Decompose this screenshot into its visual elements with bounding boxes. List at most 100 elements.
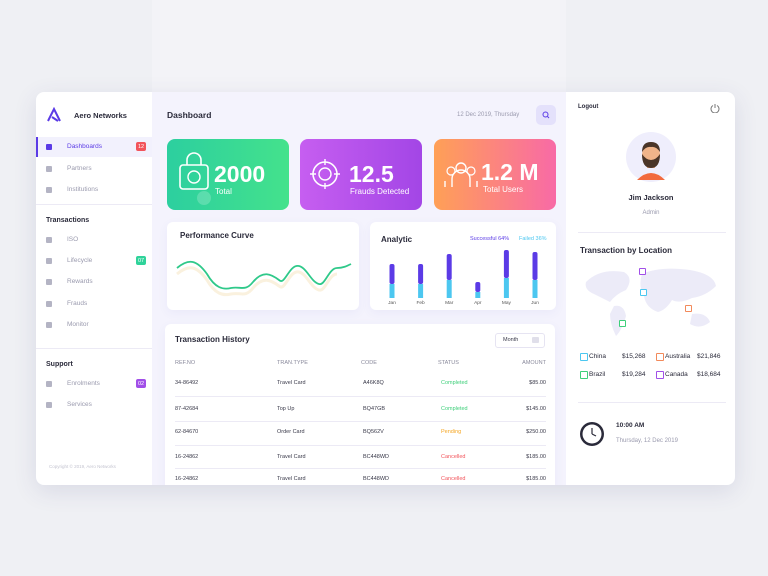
table-cell: $85.00 (529, 380, 546, 386)
flag (580, 371, 588, 379)
analytic-chart: Analytic Successful 64% Failed 36% Jan Feb Ma… (381, 235, 547, 306)
logout[interactable]: Logout (578, 104, 599, 110)
menu-icon (46, 165, 52, 172)
table-cell: Travel Card (277, 380, 306, 386)
power-icon[interactable] (710, 103, 720, 113)
section-title: Transactions (46, 217, 90, 224)
menu-icon (46, 300, 52, 307)
x-tick-label: Jun (531, 300, 539, 306)
backdrop-band (152, 0, 566, 92)
country: Canada (665, 371, 688, 378)
dashboard-window: Aero Networks Dashboards 12 Partners Instit… (36, 92, 735, 485)
x-tick-label: May (502, 300, 512, 306)
section-title: Support (46, 361, 73, 368)
main-area: Dashboard 12 Dec 2019, Thursday 2000 Tot… (152, 92, 566, 485)
menu-item[interactable]: Enrolments (67, 380, 100, 387)
table-cell: 16-24862 (175, 476, 199, 482)
bar-segment (503, 250, 509, 278)
table-cell: Travel Card (277, 454, 306, 460)
logo (47, 107, 61, 122)
transaction-card: Transaction History Month REF.NO TRAN.TYP… (165, 324, 555, 485)
menu-item[interactable]: Monitor (67, 320, 89, 328)
avatar (626, 132, 676, 182)
menu-item[interactable]: ISO (67, 236, 79, 243)
flag (580, 353, 588, 361)
map-pin (639, 268, 646, 275)
menu-item[interactable]: Services (67, 401, 92, 409)
table-cell: Top Up (277, 406, 295, 412)
menu-icon (46, 258, 52, 265)
page-title: Dashboard (167, 110, 212, 120)
legend-entry: Successful 64% (470, 236, 509, 242)
performance-card: Performance Curve (167, 222, 359, 310)
menu-icon (46, 402, 52, 409)
analytic-card: Analytic Successful 64% Failed 36% Jan Feb Ma… (370, 222, 556, 310)
column-header: TRAN.TYPE (277, 360, 308, 366)
menu-item[interactable]: Rewards (67, 278, 93, 286)
table-cell: BQ47GB (363, 406, 386, 412)
stat-label: Frauds Detected (350, 187, 410, 196)
amount: $18,684 (697, 371, 721, 378)
country: Australia (665, 353, 691, 360)
brand: Aero Networks (74, 111, 127, 120)
column-header: STATUS (438, 360, 459, 366)
table-cell: 87-42684 (175, 406, 199, 412)
search-button[interactable] (536, 105, 556, 125)
country: China (589, 353, 606, 360)
table-cell: $250.00 (526, 429, 546, 435)
flag (656, 353, 664, 361)
bar-segment (446, 280, 452, 298)
bar-segment (389, 284, 395, 298)
menu-icon (46, 279, 52, 286)
column-header: AMOUNT (522, 360, 546, 366)
map-pin (640, 289, 647, 296)
menu-badge: 07 (136, 256, 147, 266)
map-pin (619, 320, 626, 327)
bar-segment (389, 264, 395, 284)
clock-date: Thursday, 12 Dec 2019 (616, 438, 678, 444)
table-cell: Cancelled (441, 454, 466, 460)
menu-item[interactable]: Institutions (67, 186, 99, 193)
menu-badge: 02 (136, 379, 147, 388)
table-cell: $185.00 (526, 454, 546, 460)
table-cell: 16-24862 (175, 454, 199, 460)
bar-segment (446, 254, 452, 280)
performance-curve (176, 260, 352, 297)
row-divider (175, 468, 546, 469)
clock-icon (580, 422, 604, 446)
menu-icon (46, 144, 52, 150)
stat-value: 2000 (214, 161, 266, 187)
menu-icon (46, 187, 52, 193)
menu-item[interactable]: Lifecycle (67, 257, 93, 265)
column-header: CODE (361, 360, 377, 366)
amount: $19,284 (622, 371, 646, 378)
menu-icon (46, 237, 52, 243)
stat-label: Total Users (483, 185, 524, 194)
table-cell: Order Card (277, 429, 305, 435)
bar-segment (503, 278, 509, 298)
x-tick-label: Mar (445, 300, 454, 306)
table-cell: Travel Card (277, 476, 306, 482)
row-divider (175, 420, 546, 422)
menu-item[interactable]: Frauds (67, 299, 88, 307)
profile-role-text: Admin (642, 210, 660, 216)
x-tick-label: Apr (474, 300, 482, 306)
table-cell: BQ562V (363, 429, 384, 435)
menu-item[interactable]: Partners (67, 164, 92, 172)
bar-segment (475, 282, 481, 292)
world-map (585, 268, 716, 336)
divider (578, 232, 726, 233)
month-dropdown[interactable]: Month (495, 333, 545, 348)
legend-entry: Failed 36% (519, 236, 547, 242)
bar-segment (532, 252, 538, 280)
stat-label: Total (215, 187, 232, 196)
menu-item[interactable]: Dashboards (67, 143, 103, 150)
amount: $21,846 (697, 353, 721, 360)
table-cell: Completed (441, 380, 468, 386)
profile-name-text: Jim Jackson (628, 193, 674, 202)
active-highlight (36, 137, 152, 157)
table-cell: 34-86492 (175, 380, 199, 386)
table-cell: BC448WD (363, 454, 389, 460)
country: Brazil (589, 371, 606, 378)
